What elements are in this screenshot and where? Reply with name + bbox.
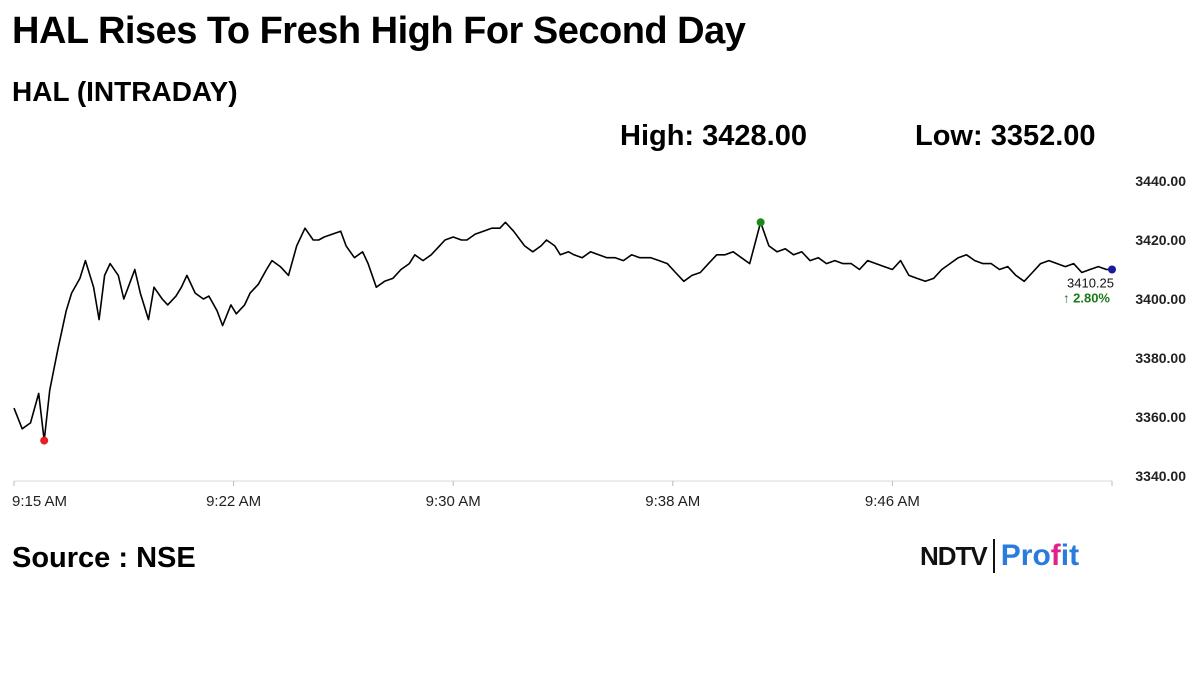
chart-subtitle: HAL (INTRADAY) — [12, 76, 238, 107]
chart-labels: 3440.00 3420.00 3400.00 3380.00 3360.00 3340.… — [12, 173, 1186, 510]
chart-headline: HAL Rises To Fresh High For Second Day — [12, 10, 746, 52]
x-tick-label: 9:15 AM — [12, 493, 67, 510]
y-tick-label: 3380.00 — [1135, 350, 1186, 366]
x-tick-label: 9:46 AM — [865, 493, 920, 510]
chart-axes — [13, 480, 1113, 486]
price-series — [13, 221, 1112, 442]
y-tick-label: 3340.00 — [1135, 468, 1186, 484]
last-point-marker — [1108, 265, 1116, 274]
brand-divider — [992, 539, 995, 573]
y-tick-label: 3400.00 — [1135, 291, 1186, 307]
last-value-label: 3410.25 — [1067, 276, 1114, 291]
chart-markers — [40, 218, 1116, 445]
source-note: Source : NSE — [12, 542, 196, 574]
price-line — [13, 221, 1112, 442]
high-point-marker — [756, 218, 765, 227]
y-tick-label: 3420.00 — [1135, 232, 1186, 248]
x-tick-label: 9:30 AM — [426, 493, 481, 510]
brand-profit: Profit — [1000, 539, 1080, 572]
low-point-marker — [40, 436, 49, 445]
low-stat: Low: 3352.00 — [915, 120, 1096, 152]
change-label: ↑ 2.80% — [1063, 291, 1110, 306]
brand-ndtv: NDTV — [920, 540, 988, 571]
brand-logo: NDTV Profit — [920, 536, 1079, 576]
y-tick-label: 3440.00 — [1135, 173, 1186, 189]
x-tick-label: 9:38 AM — [645, 493, 700, 510]
high-stat: High: 3428.00 — [620, 120, 807, 152]
x-tick-label: 9:22 AM — [206, 493, 261, 510]
y-tick-label: 3360.00 — [1135, 409, 1186, 425]
